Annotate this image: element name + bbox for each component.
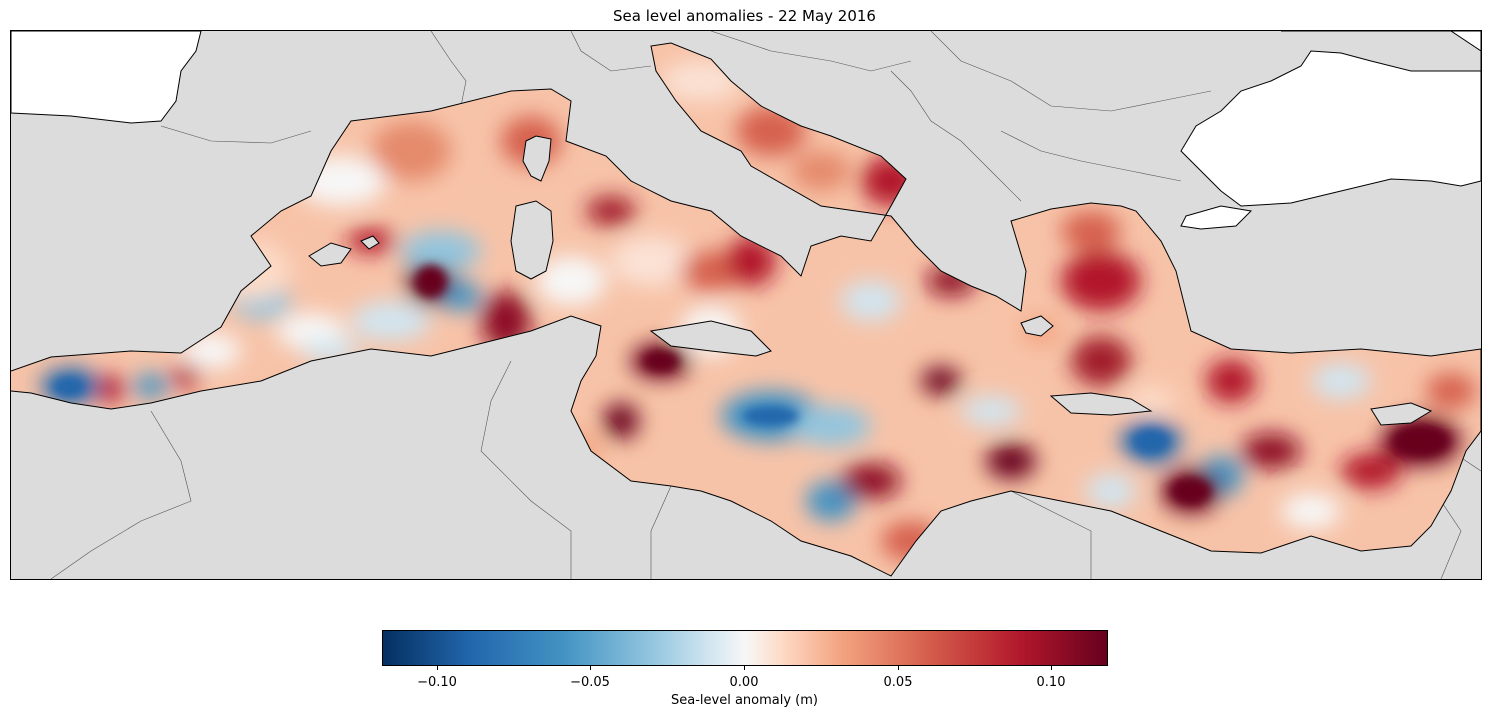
country-borders xyxy=(50,31,1481,579)
colorbar-tick-label: −0.10 xyxy=(417,675,457,690)
atlantic-region xyxy=(11,31,202,124)
colorbar-gradient xyxy=(382,630,1108,666)
colorbar-tick-label: 0.10 xyxy=(1036,675,1066,690)
marmara-region xyxy=(1180,205,1253,230)
colorbar-tick xyxy=(590,665,591,670)
map-panel xyxy=(10,30,1482,580)
colorbar-tick-label: 0.00 xyxy=(729,675,759,690)
colorbar-tick xyxy=(744,665,745,670)
colorbar-tick xyxy=(437,665,438,670)
colorbar: −0.10 −0.05 0.00 0.05 0.10 xyxy=(382,630,1108,690)
colorbar-tick xyxy=(1051,665,1052,670)
coastline xyxy=(11,42,1481,577)
black-sea-region xyxy=(1180,31,1481,207)
colorbar-tick-label: 0.05 xyxy=(883,675,913,690)
islands xyxy=(308,135,1433,426)
colorbar-tick-label: −0.05 xyxy=(570,675,610,690)
colorbar-label: Sea-level anomaly (m) xyxy=(671,693,818,708)
colorbar-tick xyxy=(898,665,899,670)
map-canvas xyxy=(11,31,1481,579)
map-title: Sea level anomalies - 22 May 2016 xyxy=(613,7,876,25)
